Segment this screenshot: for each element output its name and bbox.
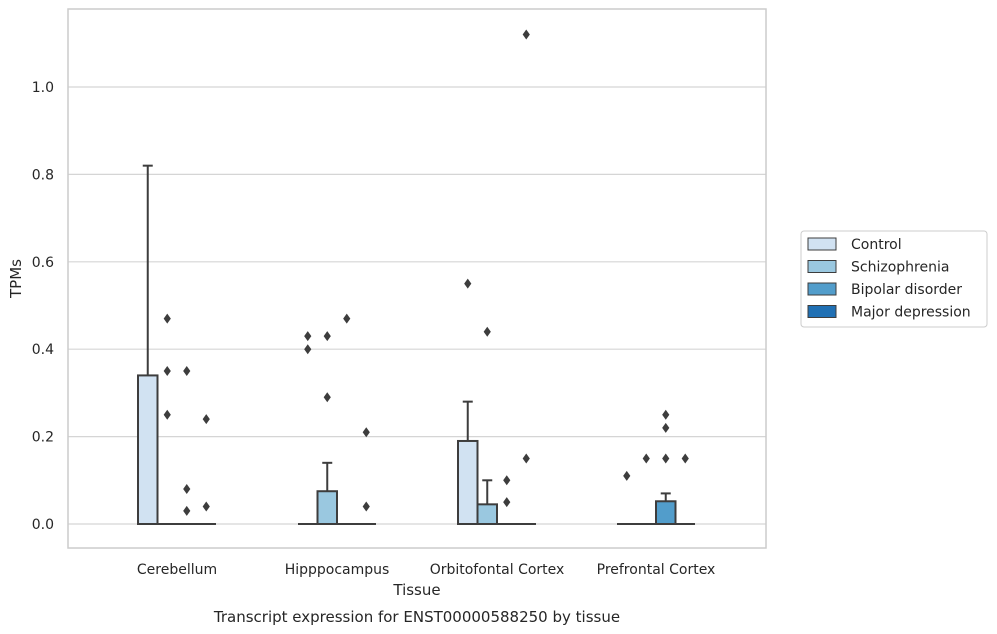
box-body [457, 439, 479, 525]
outlier-point [503, 475, 511, 486]
x-tick-label: Prefrontal Cortex [597, 562, 716, 578]
outlier-point [202, 501, 210, 512]
legend: Control Schizophrenia Bipolar disorder Majo… [800, 230, 988, 328]
outlier-point [323, 392, 331, 403]
legend-label: Schizophrenia [851, 260, 949, 276]
legend-label: Major depression [851, 305, 971, 321]
box-orbitofontal-cortex-bipolar-disorder [497, 475, 517, 525]
box-hipppocampus-control [298, 331, 318, 525]
grid-lines [68, 86, 766, 525]
legend-swatch [807, 260, 837, 273]
box-prefrontal-cortex-bipolar-disorder [655, 409, 677, 525]
outlier-point [163, 366, 171, 377]
outlier-point [522, 29, 530, 40]
box-cerebellum-schizophrenia [157, 313, 177, 525]
box-orbitofontal-cortex-control [457, 278, 479, 525]
outlier-point [183, 366, 191, 377]
y-tick-label: 0.0 [32, 517, 54, 533]
outlier-point [343, 313, 351, 324]
outlier-point [183, 505, 191, 516]
legend-swatch [807, 305, 837, 318]
y-tick-label: 1.0 [32, 80, 54, 96]
x-tick-label: Cerebellum [137, 562, 217, 578]
box-hipppocampus-schizophrenia [316, 331, 338, 526]
outlier-point [681, 453, 689, 464]
outlier-point [362, 427, 370, 438]
legend-swatch [807, 282, 837, 296]
plot-area [137, 29, 695, 526]
x-axis-title: Tissue [392, 581, 440, 599]
outlier-point [183, 484, 191, 495]
outlier-point [662, 422, 670, 433]
box-body [137, 374, 159, 526]
outlier-point [323, 331, 331, 342]
box-body [316, 490, 338, 526]
outlier-point [304, 344, 312, 355]
outlier-point [503, 497, 511, 508]
box-body [655, 500, 677, 525]
box-body [476, 503, 498, 525]
legend-frame [800, 230, 988, 328]
box-cerebellum-control [137, 164, 159, 526]
box-prefrontal-cortex-schizophrenia [636, 453, 656, 525]
box-cerebellum-major-depression [196, 414, 216, 525]
box-orbitofontal-cortex-major-depression [516, 29, 536, 525]
box-hipppocampus-major-depression [356, 427, 376, 525]
legend-label: Bipolar disorder [851, 282, 962, 298]
box-hipppocampus-bipolar-disorder [337, 313, 357, 525]
legend-swatch [807, 237, 837, 251]
y-tick-label: 0.2 [32, 430, 54, 446]
outlier-point [522, 453, 530, 464]
box-cerebellum-bipolar-disorder [177, 366, 197, 525]
outlier-point [662, 409, 670, 420]
box-prefrontal-cortex-major-depression [675, 453, 695, 525]
plot-frame [67, 8, 767, 549]
outlier-point [163, 313, 171, 324]
y-tick-label: 0.8 [32, 167, 54, 183]
outlier-point [623, 470, 631, 481]
box-orbitofontal-cortex-schizophrenia [476, 326, 498, 525]
box-prefrontal-cortex-control [617, 470, 637, 525]
outlier-point [202, 414, 210, 425]
y-tick-label: 0.4 [32, 342, 54, 358]
y-tick-label: 0.6 [32, 255, 54, 271]
chart-caption: Transcript expression for ENST0000058825… [213, 608, 620, 626]
y-axis-ticks: 0.0 0.2 0.4 0.6 0.8 1.0 [32, 80, 54, 533]
outlier-point [662, 453, 670, 464]
outlier-point [642, 453, 650, 464]
outlier-point [483, 326, 491, 337]
legend-label: Control [851, 237, 902, 253]
x-axis-ticks: Cerebellum Hipppocampus Orbitofontal Corte… [137, 562, 715, 578]
outlier-point [464, 278, 472, 289]
outlier-point [304, 331, 312, 342]
x-tick-label: Orbitofontal Cortex [430, 562, 565, 578]
x-tick-label: Hipppocampus [285, 562, 390, 578]
outlier-point [362, 501, 370, 512]
y-axis-title: TPMs [7, 259, 25, 299]
outlier-point [163, 409, 171, 420]
